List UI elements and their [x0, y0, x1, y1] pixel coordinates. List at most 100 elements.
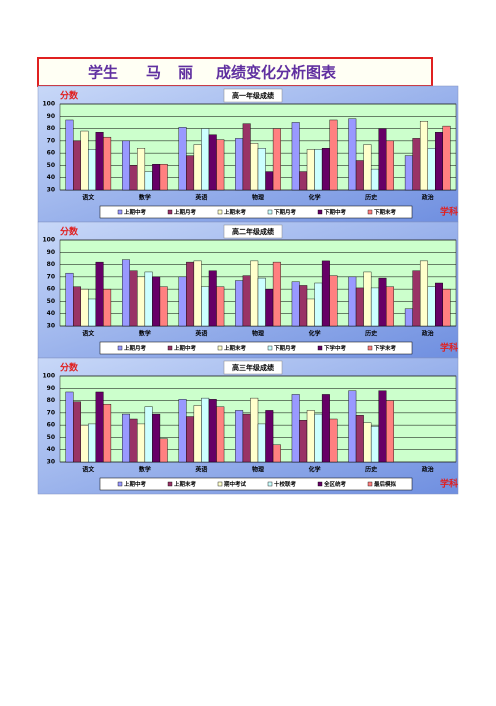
bar — [419, 120, 428, 191]
bar — [235, 138, 244, 191]
y-tick-label: 80 — [47, 261, 55, 268]
bar — [321, 260, 330, 327]
title: 学生 马 丽 成绩变化分析图表 — [88, 64, 337, 82]
bar — [314, 413, 323, 463]
bar — [159, 163, 168, 191]
bar — [257, 277, 266, 327]
bar — [299, 285, 308, 327]
bar — [88, 149, 97, 191]
bar — [103, 288, 112, 327]
legend-label: 下期月考 — [274, 344, 297, 352]
bar — [355, 287, 364, 327]
bar — [250, 260, 259, 327]
chart-title-box — [223, 224, 283, 239]
bar — [72, 401, 81, 463]
y-tick-label: 80 — [47, 397, 55, 404]
bar — [427, 286, 436, 327]
title-box — [37, 57, 433, 87]
bar — [216, 139, 225, 191]
bar — [201, 128, 210, 191]
legend-label: 下期末考 — [374, 208, 397, 216]
y-axis-label: 分数 — [60, 362, 79, 374]
y-tick-label: 70 — [47, 137, 55, 144]
bar — [95, 132, 104, 191]
legend-swatch — [317, 209, 323, 215]
x-tick-label: 物理 — [252, 466, 264, 474]
bar — [363, 271, 372, 327]
legend-swatch — [117, 345, 123, 351]
bar — [122, 413, 130, 463]
bar — [299, 420, 308, 463]
y-tick-label: 40 — [47, 310, 55, 317]
bar — [65, 272, 74, 327]
y-tick-label: 60 — [47, 422, 55, 429]
y-tick-label: 80 — [47, 125, 55, 132]
bar — [404, 155, 413, 191]
bar — [159, 438, 168, 463]
legend-box — [99, 341, 413, 355]
bar — [250, 143, 259, 191]
y-tick-label: 50 — [47, 162, 55, 169]
bar — [242, 123, 251, 191]
bar — [129, 270, 138, 327]
bar — [306, 410, 315, 463]
bar — [152, 413, 161, 463]
bar — [122, 259, 130, 327]
bar — [178, 399, 187, 463]
y-tick-label: 100 — [42, 373, 55, 380]
y-tick-label: 30 — [47, 323, 55, 330]
bar — [306, 298, 315, 327]
x-tick-label: 数学 — [139, 330, 151, 338]
bar — [272, 261, 281, 327]
bar — [265, 410, 274, 463]
bar — [144, 171, 153, 191]
bar — [419, 260, 428, 327]
bar — [159, 286, 168, 327]
y-axis-label: 分数 — [60, 90, 79, 102]
bar — [435, 132, 443, 191]
charts: 高一年级成绩分数学科30405060708090100语文 数学 英语 物理 化学 历史政… — [37, 85, 459, 495]
bar — [103, 136, 112, 191]
bar — [201, 286, 210, 327]
bar — [201, 397, 210, 463]
y-tick-label: 90 — [47, 113, 55, 120]
bar — [129, 165, 138, 191]
x-tick-label: 政治 — [422, 466, 434, 474]
x-tick-label: 语文 — [82, 330, 95, 338]
bar — [242, 275, 251, 327]
chart-title-box — [223, 88, 283, 103]
bar — [122, 140, 130, 191]
bar — [314, 149, 323, 191]
bar — [329, 275, 338, 327]
y-tick-label: 40 — [47, 174, 55, 181]
bar — [435, 282, 443, 327]
bar — [291, 281, 300, 327]
bar — [80, 424, 89, 463]
bar — [412, 270, 421, 327]
x-tick-label: 英语 — [194, 330, 207, 338]
x-tick-label: 政治 — [422, 194, 434, 202]
y-axis-label: 分数 — [60, 226, 79, 238]
legend-swatch — [217, 345, 223, 351]
bar — [208, 399, 217, 463]
legend-swatch — [267, 481, 273, 487]
bar — [152, 163, 161, 191]
legend-swatch — [367, 481, 373, 487]
bar — [321, 148, 330, 191]
bar — [386, 286, 394, 327]
legend-box — [99, 477, 413, 491]
bar — [370, 287, 379, 327]
bar — [329, 418, 338, 463]
y-tick-label: 30 — [47, 187, 55, 194]
x-tick-label: 数学 — [139, 466, 151, 474]
title-part: 丽 — [178, 64, 193, 82]
title-part: 马 — [146, 64, 161, 82]
bar — [216, 286, 225, 327]
x-tick-label: 英语 — [194, 194, 207, 202]
bar — [103, 404, 112, 463]
bar — [370, 168, 379, 191]
bar — [186, 416, 195, 463]
legend-label: 下学末考 — [374, 344, 397, 352]
bar — [95, 261, 104, 327]
